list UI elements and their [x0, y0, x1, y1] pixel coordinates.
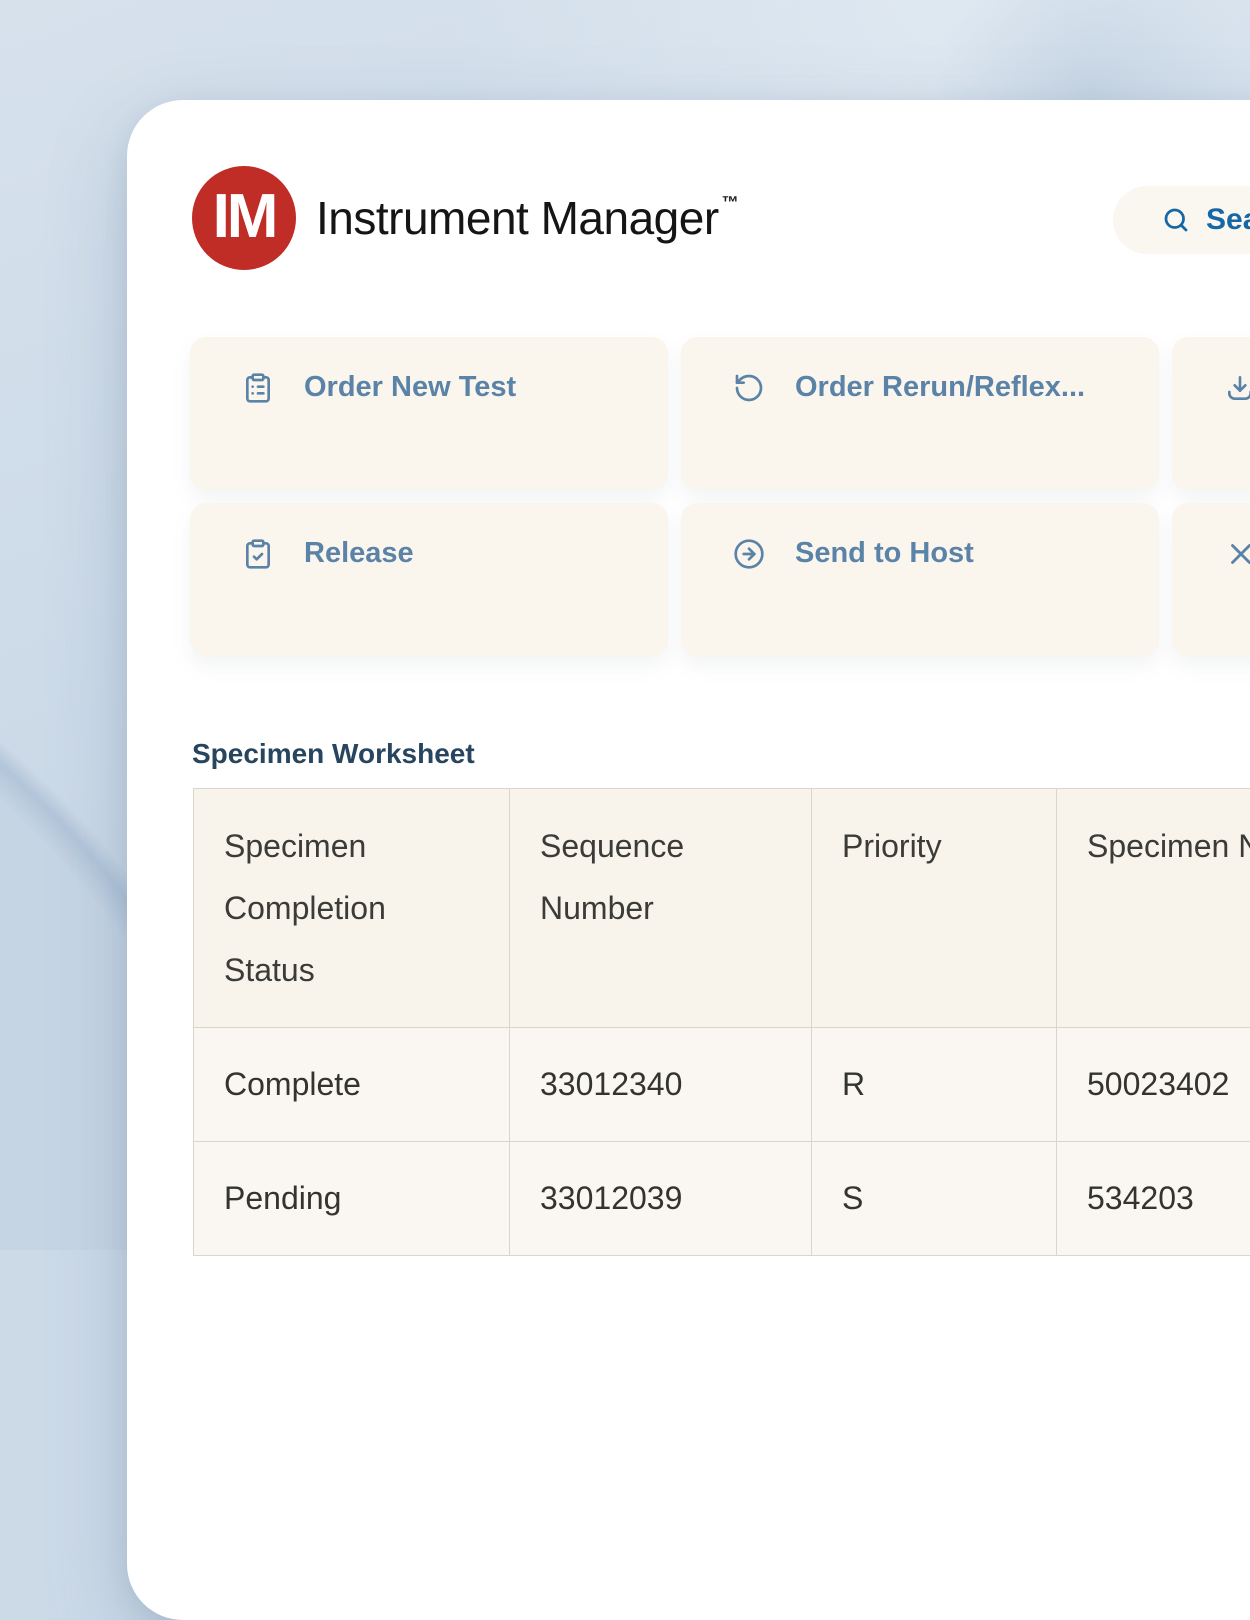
order-rerun-reflex-button[interactable]: Order Rerun/Reflex...: [681, 337, 1159, 490]
cell-priority: R: [812, 1028, 1057, 1142]
x-icon: [1224, 537, 1250, 571]
cell-specimen-number: 534203: [1057, 1142, 1250, 1256]
order-new-test-button[interactable]: Order New Test: [190, 337, 668, 490]
table-header-row: Specimen Completion Status Sequence Numb…: [194, 789, 1250, 1028]
cell-sequence-number: 33012039: [510, 1142, 812, 1256]
cell-status: Pending: [194, 1142, 510, 1256]
column-header-sequence-number: Sequence Number: [510, 789, 812, 1028]
clipboard-check-icon: [242, 538, 274, 570]
app-window: IM Instrument Manager ™ Search Order New…: [127, 100, 1250, 1620]
column-header-specimen-completion-status: Specimen Completion Status: [194, 789, 510, 1028]
release-button[interactable]: Release: [190, 503, 668, 656]
button-label: Order Rerun/Reflex...: [795, 371, 1085, 404]
rotate-icon: [733, 372, 765, 404]
column-header-priority: Priority: [812, 789, 1057, 1028]
download-button[interactable]: [1172, 337, 1250, 490]
page-title: Instrument Manager: [316, 195, 719, 241]
search-icon: [1161, 205, 1191, 235]
cancel-button[interactable]: [1172, 503, 1250, 656]
send-to-host-button[interactable]: Send to Host: [681, 503, 1159, 656]
cell-status: Complete: [194, 1028, 510, 1142]
arrow-right-circle-icon: [733, 538, 765, 570]
cell-specimen-number: 50023402: [1057, 1028, 1250, 1142]
download-icon: [1224, 372, 1250, 404]
trademark-symbol: ™: [722, 193, 739, 213]
im-logo-text: IM: [213, 181, 276, 252]
search-input[interactable]: Search: [1113, 186, 1250, 254]
cell-sequence-number: 33012340: [510, 1028, 812, 1142]
table-row[interactable]: Pending 33012039 S 534203: [194, 1142, 1250, 1256]
table-row[interactable]: Complete 33012340 R 50023402: [194, 1028, 1250, 1142]
specimen-worksheet-table: Specimen Completion Status Sequence Numb…: [193, 788, 1250, 1256]
column-header-specimen-number: Specimen Number: [1057, 789, 1250, 1028]
app-title: Instrument Manager ™: [316, 195, 739, 241]
button-label: Order New Test: [304, 371, 516, 404]
brand: IM Instrument Manager ™: [192, 166, 739, 270]
button-label: Send to Host: [795, 537, 974, 570]
button-label: Release: [304, 537, 414, 570]
search-placeholder: Search: [1206, 203, 1250, 237]
im-logo: IM: [192, 166, 296, 270]
action-button-grid: Order New Test Order Rerun/Reflex... Rel…: [190, 337, 1250, 656]
cell-priority: S: [812, 1142, 1057, 1256]
clipboard-list-icon: [242, 372, 274, 404]
worksheet-title: Specimen Worksheet: [192, 738, 475, 770]
